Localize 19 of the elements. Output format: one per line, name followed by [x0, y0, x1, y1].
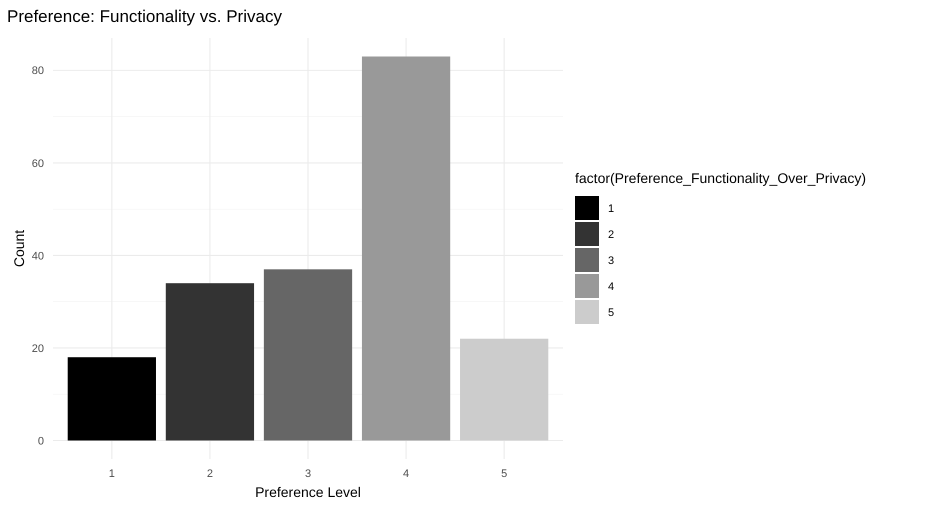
legend-title: factor(Preference_Functionality_Over_Privacy): [575, 170, 866, 186]
y-tick-label: 0: [38, 435, 44, 448]
x-axis-title: Preference Level: [255, 484, 361, 500]
legend-label: 1: [608, 202, 614, 215]
x-tick-label: 2: [206, 468, 213, 480]
legend-label: 2: [608, 228, 614, 241]
x-tick-label: 5: [501, 468, 508, 480]
x-tick-label: 4: [403, 468, 410, 480]
x-tick-label: 3: [304, 468, 312, 480]
y-tick-label: 40: [32, 250, 44, 262]
chart-title: Preference: Functionality vs. Privacy: [7, 7, 282, 26]
legend-label: 5: [608, 306, 614, 319]
y-tick-label: 80: [32, 65, 44, 78]
legend-label: 4: [608, 280, 614, 293]
y-tick-label: 20: [32, 342, 44, 355]
y-axis-title: Count: [11, 230, 27, 268]
x-tick-label: 1: [108, 468, 115, 480]
legend-label: 3: [608, 254, 614, 267]
y-tick-label: 60: [32, 158, 44, 170]
